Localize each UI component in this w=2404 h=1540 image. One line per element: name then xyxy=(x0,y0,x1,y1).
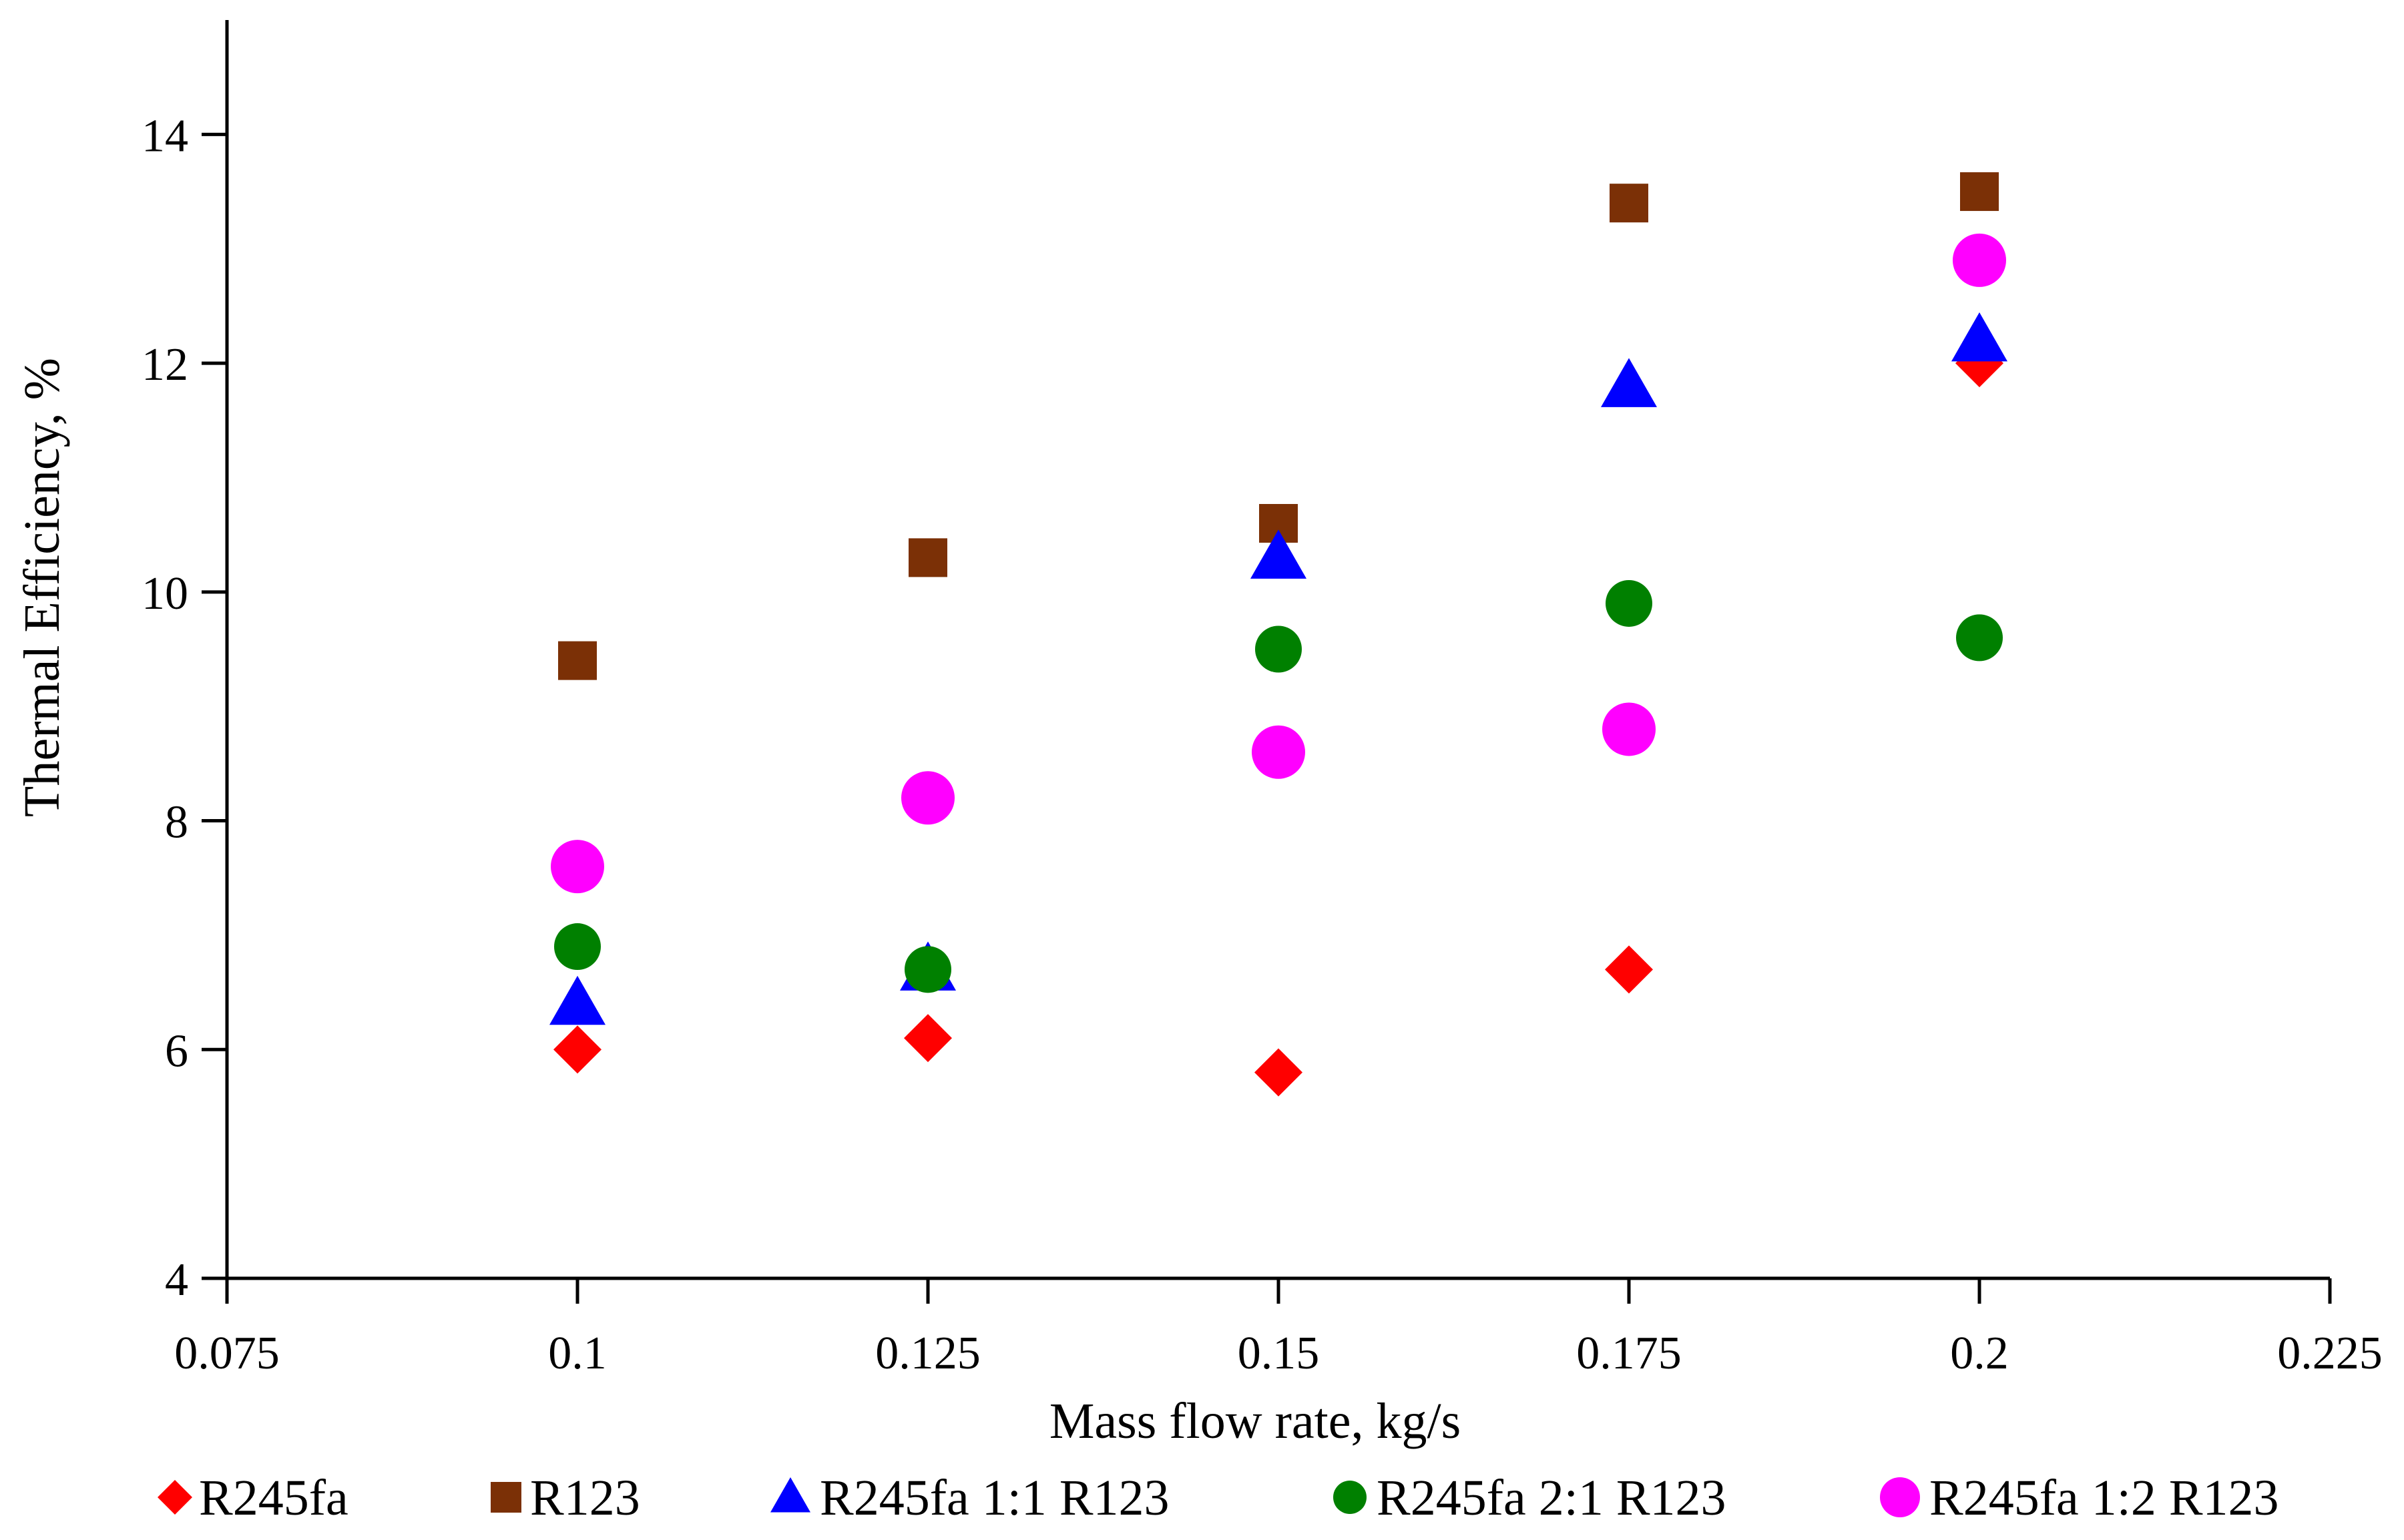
data-point xyxy=(549,975,606,1025)
data-point xyxy=(1605,945,1653,994)
legend-item: R245fa 1:1 R123 xyxy=(770,1470,1170,1526)
legend-marker xyxy=(491,1482,521,1513)
series-r123 xyxy=(558,172,1999,680)
ticks: 0.075 0.1 0.125 0.15 0.175 0.2 0.225 4 6 8 10 12 14 xyxy=(142,110,2383,1379)
data-point xyxy=(554,923,601,971)
legend-label: R245fa xyxy=(199,1470,348,1526)
legend-marker xyxy=(1333,1481,1367,1514)
legend-label: R123 xyxy=(530,1470,640,1526)
data-point xyxy=(1960,172,1999,212)
y-tick-label: 12 xyxy=(142,339,188,391)
x-axis-title: Mass flow rate, kg/s xyxy=(1049,1393,1461,1449)
data-point xyxy=(1255,625,1302,673)
x-tick-label: 0.15 xyxy=(1238,1328,1320,1379)
legend-item: R245fa xyxy=(158,1470,348,1526)
data-point xyxy=(909,538,947,577)
data-point xyxy=(1606,579,1652,627)
data-point xyxy=(1953,233,2006,287)
data-point xyxy=(1602,702,1656,756)
legend: R245fa R123 R245fa 1:1 R123 R245fa 2:1 R123… xyxy=(158,1470,2279,1526)
y-tick-label: 4 xyxy=(165,1254,188,1306)
data-point xyxy=(1252,725,1305,779)
x-tick-label: 0.225 xyxy=(2277,1328,2383,1379)
data-point xyxy=(551,840,604,894)
x-tick-label: 0.175 xyxy=(1576,1328,1682,1379)
y-tick-label: 14 xyxy=(142,110,188,162)
x-tick-label: 0.1 xyxy=(548,1328,607,1379)
x-tick-label: 0.2 xyxy=(1950,1328,2009,1379)
x-tick-label: 0.125 xyxy=(875,1328,981,1379)
legend-item: R245fa 1:2 R123 xyxy=(1880,1470,2279,1526)
x-tick-label: 0.075 xyxy=(174,1328,280,1379)
data-point xyxy=(901,771,955,825)
legend-label: R245fa 2:1 R123 xyxy=(1377,1470,1726,1526)
data-marks xyxy=(549,172,2007,1097)
data-point xyxy=(1951,312,2007,362)
data-point xyxy=(1250,529,1306,579)
y-axis-title: Thermal Efficiency, % xyxy=(14,358,70,817)
legend-item: R123 xyxy=(491,1470,640,1526)
legend-item: R245fa 2:1 R123 xyxy=(1333,1470,1726,1526)
data-point xyxy=(1601,358,1657,407)
data-point xyxy=(1610,184,1648,223)
legend-label: R245fa 1:2 R123 xyxy=(1929,1470,2279,1526)
series-r245fa-2-1-r123 xyxy=(554,579,2003,993)
legend-marker xyxy=(770,1477,810,1513)
y-tick-label: 8 xyxy=(165,797,188,848)
data-point xyxy=(558,641,597,680)
legend-label: R245fa 1:1 R123 xyxy=(820,1470,1170,1526)
legend-marker xyxy=(1880,1477,1920,1517)
data-point xyxy=(905,946,951,993)
series-r245fa-1-2-r123 xyxy=(551,233,2006,894)
y-tick-label: 6 xyxy=(165,1025,188,1077)
data-point xyxy=(553,1025,602,1074)
data-point xyxy=(1254,1048,1302,1097)
data-point xyxy=(1955,339,2003,388)
data-point xyxy=(904,1014,952,1063)
series-r245fa xyxy=(553,339,2003,1097)
data-point xyxy=(1956,614,2003,662)
legend-marker xyxy=(158,1480,192,1515)
y-tick-label: 10 xyxy=(142,568,188,619)
